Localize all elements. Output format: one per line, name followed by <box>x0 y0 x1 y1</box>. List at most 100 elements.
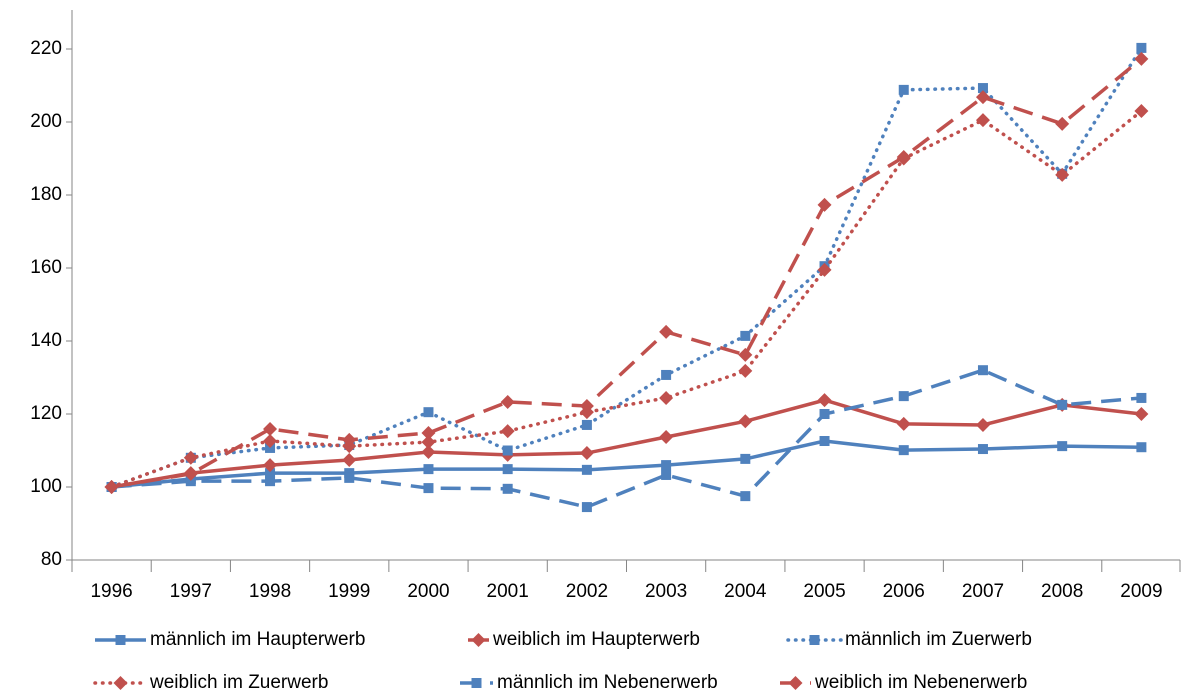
marker <box>581 502 592 513</box>
marker <box>817 393 832 408</box>
legend-label: männlich im Haupterwerb <box>150 629 365 650</box>
legend-marker <box>471 633 486 647</box>
x-tick-label: 2009 <box>1120 581 1162 602</box>
marker <box>661 469 672 480</box>
marker <box>1134 51 1149 66</box>
marker <box>738 414 753 429</box>
marker <box>740 491 751 502</box>
marker <box>421 425 436 440</box>
marker <box>661 460 672 471</box>
marker <box>1055 116 1070 131</box>
marker <box>579 398 594 413</box>
marker <box>581 464 592 475</box>
legend-marker <box>809 635 820 645</box>
series-line <box>111 439 1142 489</box>
x-tick-label: 2000 <box>407 581 449 602</box>
y-tick-label: 180 <box>30 184 62 205</box>
legend-marker <box>788 676 803 690</box>
x-tick-label: 2003 <box>645 581 687 602</box>
marker <box>738 363 753 378</box>
marker <box>817 262 832 277</box>
x-tick-label: 2004 <box>724 581 767 602</box>
legend-label: männlich im Nebenerwerb <box>497 672 718 693</box>
legend-label: männlich im Zuerwerb <box>845 629 1032 650</box>
marker <box>581 419 592 430</box>
marker <box>1134 407 1149 421</box>
marker <box>423 407 434 418</box>
marker <box>502 483 513 494</box>
marker <box>975 90 990 105</box>
legend-marker <box>471 678 482 688</box>
marker <box>421 435 436 450</box>
marker <box>659 429 674 444</box>
x-tick-label: 2006 <box>883 581 925 602</box>
marker <box>263 434 278 449</box>
series-line <box>111 398 1142 489</box>
marker <box>819 409 830 419</box>
x-tick-label: 1997 <box>170 581 212 602</box>
y-tick-label: 220 <box>30 38 62 59</box>
series-line <box>111 57 1143 489</box>
x-tick-label: 1998 <box>249 581 291 602</box>
marker <box>342 452 357 467</box>
series-line <box>109 109 1144 489</box>
x-tick-label: 2002 <box>566 581 608 602</box>
marker <box>185 476 196 487</box>
marker <box>1057 441 1068 452</box>
legend-label: weiblich im Nebenerwerb <box>814 672 1027 693</box>
marker <box>500 394 515 409</box>
marker <box>502 445 513 456</box>
x-tick-label: 1999 <box>328 581 370 602</box>
marker <box>898 445 909 456</box>
marker <box>263 421 278 436</box>
marker <box>344 472 355 483</box>
marker <box>975 417 990 432</box>
x-tick-label: 1996 <box>90 581 132 602</box>
marker <box>977 365 988 376</box>
y-tick-label: 160 <box>30 257 62 278</box>
marker <box>975 113 990 128</box>
y-tick-label: 80 <box>41 549 62 570</box>
marker <box>1134 104 1149 119</box>
y-tick-label: 140 <box>30 330 62 351</box>
marker <box>661 369 672 380</box>
series-line <box>111 368 1142 509</box>
x-tick-label: 2001 <box>487 581 529 602</box>
marker <box>423 464 434 475</box>
marker <box>421 444 436 459</box>
y-tick-label: 100 <box>30 476 62 497</box>
marker <box>659 324 674 339</box>
legend-label: weiblich im Haupterwerb <box>492 629 700 650</box>
legend-marker <box>113 676 128 690</box>
marker <box>183 466 198 481</box>
marker <box>977 444 988 455</box>
marker <box>500 424 515 439</box>
marker <box>740 453 751 464</box>
marker <box>265 468 276 479</box>
marker <box>1057 399 1068 410</box>
x-tick-label: 2005 <box>803 581 845 602</box>
marker <box>423 483 434 494</box>
marker <box>817 197 832 212</box>
marker <box>819 436 830 447</box>
x-tick-label: 2007 <box>962 581 1004 602</box>
marker <box>502 464 513 475</box>
marker <box>263 458 278 473</box>
marker <box>898 391 909 402</box>
series-line <box>109 46 1144 489</box>
marker <box>104 480 119 494</box>
marker <box>342 432 357 447</box>
marker <box>1136 392 1147 403</box>
y-tick-label: 200 <box>30 111 62 132</box>
marker <box>977 83 988 94</box>
marker <box>265 476 276 487</box>
marker <box>1136 442 1147 453</box>
marker <box>896 416 911 431</box>
marker <box>659 390 674 405</box>
marker <box>896 150 911 165</box>
marker <box>579 446 594 461</box>
legend-label: weiblich im Zuerwerb <box>149 672 328 693</box>
x-tick-label: 2008 <box>1041 581 1083 602</box>
marker <box>1136 42 1147 53</box>
